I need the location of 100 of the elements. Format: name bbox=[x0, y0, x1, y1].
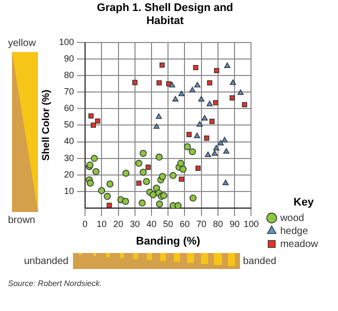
point bbox=[143, 178, 150, 186]
y-tick-label: 10 bbox=[64, 186, 74, 196]
point bbox=[194, 132, 200, 138]
point bbox=[213, 144, 220, 150]
x-tick-label: 50 bbox=[163, 218, 174, 229]
point bbox=[177, 160, 184, 167]
x-tick-label: 30 bbox=[130, 218, 140, 229]
point bbox=[122, 170, 130, 177]
x-tick-label: 60 bbox=[180, 218, 190, 229]
point bbox=[190, 194, 197, 202]
legend-label: hedge bbox=[280, 226, 308, 237]
point bbox=[153, 123, 160, 129]
point bbox=[156, 113, 162, 119]
point bbox=[135, 160, 142, 167]
point bbox=[172, 96, 179, 102]
point bbox=[86, 180, 94, 187]
x-tick-label: 0 bbox=[82, 218, 88, 229]
text: unbanded bbox=[24, 256, 68, 267]
point bbox=[140, 150, 147, 157]
source-note: Source: Robert Nordsieck. bbox=[8, 279, 102, 288]
x-tick-label: 40 bbox=[146, 218, 156, 229]
y-tick-label: 70 bbox=[64, 86, 74, 97]
point bbox=[122, 198, 130, 205]
point bbox=[206, 100, 213, 106]
point bbox=[204, 152, 212, 157]
point bbox=[160, 62, 165, 68]
point bbox=[160, 192, 168, 200]
y-tick-label: 30 bbox=[64, 152, 74, 163]
point bbox=[222, 136, 228, 142]
point bbox=[218, 140, 224, 146]
x-tick-label: 100 bbox=[244, 218, 259, 229]
text: yellow bbox=[8, 38, 36, 49]
text: banded bbox=[243, 256, 276, 267]
point bbox=[95, 118, 100, 124]
x-tick-label: 10 bbox=[96, 218, 107, 229]
point bbox=[189, 86, 196, 92]
point bbox=[224, 62, 230, 68]
point bbox=[204, 136, 210, 141]
point bbox=[223, 148, 230, 154]
y-tick-label: 60 bbox=[64, 103, 74, 114]
point bbox=[213, 100, 218, 106]
point bbox=[156, 154, 163, 161]
x-tick-label: 70 bbox=[196, 218, 206, 229]
point bbox=[198, 96, 204, 102]
point bbox=[138, 200, 146, 207]
point bbox=[178, 90, 184, 96]
y-tick-label: 100 bbox=[58, 36, 74, 47]
x-tick-label: 80 bbox=[212, 218, 223, 229]
point bbox=[136, 180, 142, 186]
legend-title: Key bbox=[294, 196, 315, 208]
point bbox=[184, 143, 191, 150]
y-tick-label: 20 bbox=[64, 169, 74, 180]
point bbox=[92, 168, 100, 176]
point bbox=[166, 81, 172, 86]
point bbox=[150, 191, 157, 198]
point bbox=[178, 176, 184, 182]
legend-label: meadow bbox=[280, 238, 319, 250]
point bbox=[195, 166, 201, 171]
point bbox=[230, 79, 236, 85]
point bbox=[212, 150, 218, 156]
y-axis-title: Shell Color (%) bbox=[40, 90, 52, 161]
y-tick-label: 50 bbox=[64, 120, 74, 130]
point bbox=[146, 164, 151, 170]
point bbox=[214, 68, 220, 74]
point bbox=[194, 82, 200, 88]
point bbox=[156, 80, 162, 86]
point bbox=[207, 80, 212, 86]
point bbox=[186, 132, 192, 138]
point bbox=[158, 173, 166, 180]
x-tick-label: 20 bbox=[113, 218, 124, 229]
y-tick-label: 40 bbox=[64, 136, 74, 146]
point bbox=[156, 200, 163, 208]
point bbox=[180, 166, 187, 173]
point bbox=[140, 168, 147, 176]
point bbox=[90, 122, 96, 128]
point bbox=[169, 82, 176, 88]
point bbox=[104, 192, 111, 200]
point bbox=[170, 172, 177, 180]
chart-title: Graph 1. Shell Design and Habitat bbox=[96, 2, 234, 28]
point bbox=[132, 80, 138, 86]
point bbox=[98, 187, 106, 194]
x-axis-title: Banding (%) bbox=[136, 235, 201, 248]
point bbox=[237, 89, 244, 95]
point bbox=[242, 102, 248, 108]
point bbox=[106, 202, 112, 208]
point bbox=[209, 118, 215, 124]
x-tick-label: 90 bbox=[230, 218, 240, 229]
point bbox=[230, 95, 235, 100]
point bbox=[202, 115, 208, 121]
point bbox=[88, 113, 94, 119]
point bbox=[193, 64, 198, 70]
point bbox=[90, 154, 98, 162]
point bbox=[222, 180, 229, 186]
y-tick-label: 90 bbox=[64, 53, 74, 64]
legend-label: wood bbox=[279, 212, 304, 224]
text: brown bbox=[8, 215, 36, 226]
y-tick-label: 80 bbox=[64, 70, 74, 80]
point bbox=[196, 121, 203, 127]
point bbox=[106, 180, 114, 188]
point bbox=[188, 148, 196, 156]
